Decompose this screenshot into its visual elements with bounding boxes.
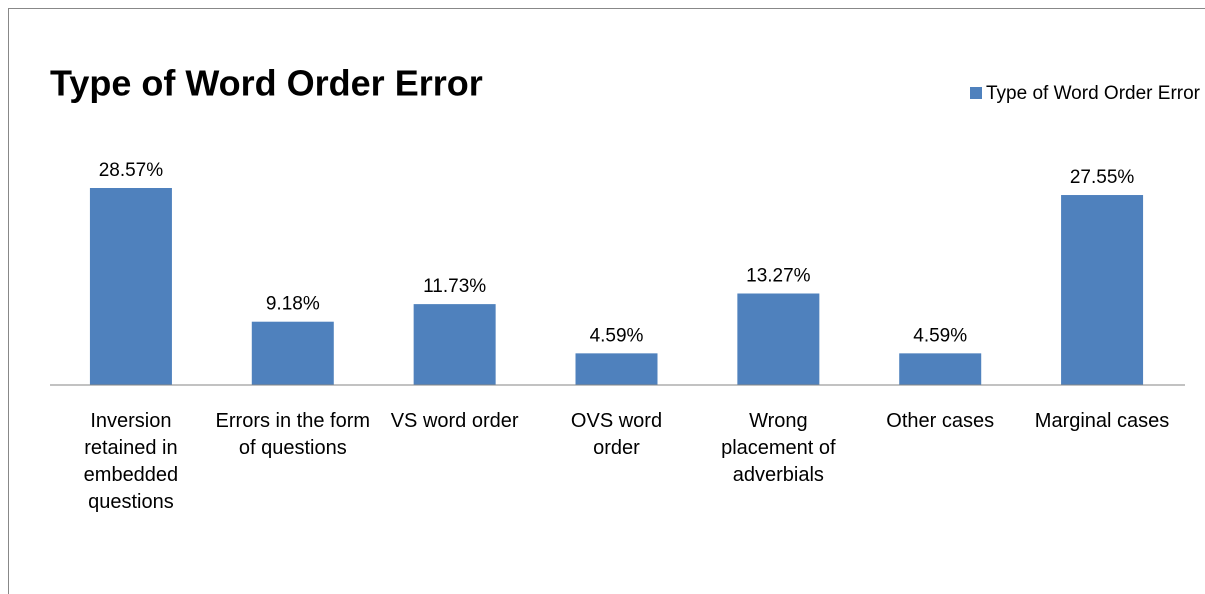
bar [413,304,496,385]
x-tick-label: Errors in the form of questions [215,410,371,459]
value-label: 4.59% [590,325,644,346]
x-tick-label: VS word order [390,410,519,432]
chart-title: Type of Word Order Error [50,63,483,104]
bar [89,188,172,385]
x-tick-label: Other cases [886,410,995,432]
bar [1061,195,1144,385]
x-tick-label: OVS word order [570,410,663,459]
x-tick-label: Inversion retained in embedded questions [83,410,179,513]
bar [737,293,820,385]
chart-frame [8,8,1205,594]
value-label: 13.27% [746,266,811,287]
x-tick-label: Marginal cases [1034,410,1170,432]
value-label: 27.55% [1070,167,1135,188]
value-label: 28.57% [99,160,164,181]
legend-swatch [970,87,982,99]
bar [251,321,334,385]
bar [575,353,658,385]
value-label: 9.18% [266,294,320,315]
bar [899,353,982,385]
value-label: 11.73% [423,276,486,297]
legend-label: Type of Word Order Error [986,83,1201,104]
x-tick-label: Wrong placement of adverbials [721,410,836,486]
value-label: 4.59% [913,325,967,346]
